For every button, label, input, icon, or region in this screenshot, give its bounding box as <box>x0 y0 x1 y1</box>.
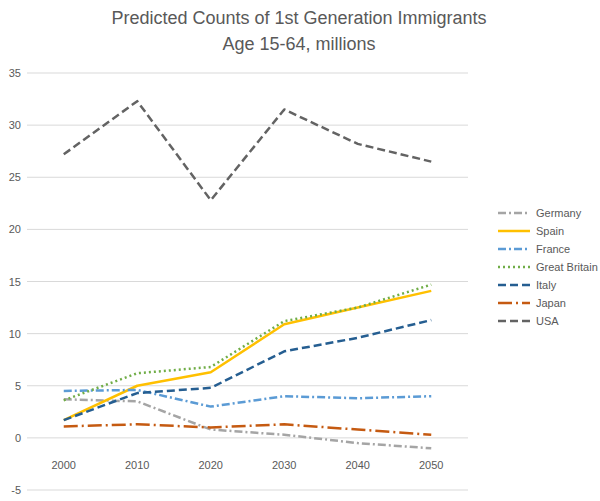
legend-label: France <box>536 243 570 255</box>
grid-line <box>27 73 468 74</box>
series-line <box>64 320 432 420</box>
legend-swatch <box>498 302 530 305</box>
chart-svg: Predicted Counts of 1st Generation Immig… <box>0 0 600 501</box>
grid-line <box>27 385 468 386</box>
legend-label: Germany <box>536 207 582 219</box>
legend-swatch <box>498 230 530 233</box>
y-tick-label: 15 <box>9 276 21 288</box>
x-tick-label: 2010 <box>125 459 149 471</box>
series-line <box>64 101 432 200</box>
legend-swatch <box>498 212 530 215</box>
x-tick-label: 2040 <box>346 459 370 471</box>
grid-line <box>27 437 468 438</box>
x-tick-label: 2000 <box>52 459 76 471</box>
legend-swatch <box>498 266 530 269</box>
series-line <box>64 285 432 401</box>
subtitle: Age 15-64, millions <box>222 34 375 54</box>
y-tick-label: 35 <box>9 67 21 79</box>
x-tick-label: 2020 <box>199 459 223 471</box>
x-tick-label: 2030 <box>272 459 296 471</box>
y-tick-label: 10 <box>9 328 21 340</box>
grid-line <box>27 333 468 334</box>
series-line <box>64 390 432 407</box>
series-line <box>64 424 432 434</box>
grid-line <box>27 177 468 178</box>
grid-line <box>27 490 468 491</box>
legend-swatch <box>498 320 530 323</box>
y-tick-label: 20 <box>9 223 21 235</box>
y-tick-label: -5 <box>11 484 21 496</box>
x-tick-label: 2050 <box>419 459 443 471</box>
legend-swatch <box>498 284 530 287</box>
legend-label: USA <box>536 315 559 327</box>
legend-label: Italy <box>536 279 557 291</box>
grid-line <box>27 229 468 230</box>
legend-swatch <box>498 248 530 251</box>
series-line <box>64 399 432 448</box>
legend-label: Great Britain <box>536 261 598 273</box>
plot-area <box>64 101 432 448</box>
y-tick-label: 25 <box>9 171 21 183</box>
grid-line <box>27 125 468 126</box>
series-line <box>64 291 432 420</box>
title: Predicted Counts of 1st Generation Immig… <box>111 8 486 28</box>
legend: Germany Spain France Great Britain Italy Japa… <box>498 207 598 327</box>
y-tick-label: 5 <box>15 380 21 392</box>
legend-label: Spain <box>536 225 564 237</box>
chart-container: Predicted Counts of 1st Generation Immig… <box>0 0 600 501</box>
legend-label: Japan <box>536 297 566 309</box>
y-tick-label: 0 <box>15 432 21 444</box>
y-tick-label: 30 <box>9 119 21 131</box>
grid-line <box>27 281 468 282</box>
